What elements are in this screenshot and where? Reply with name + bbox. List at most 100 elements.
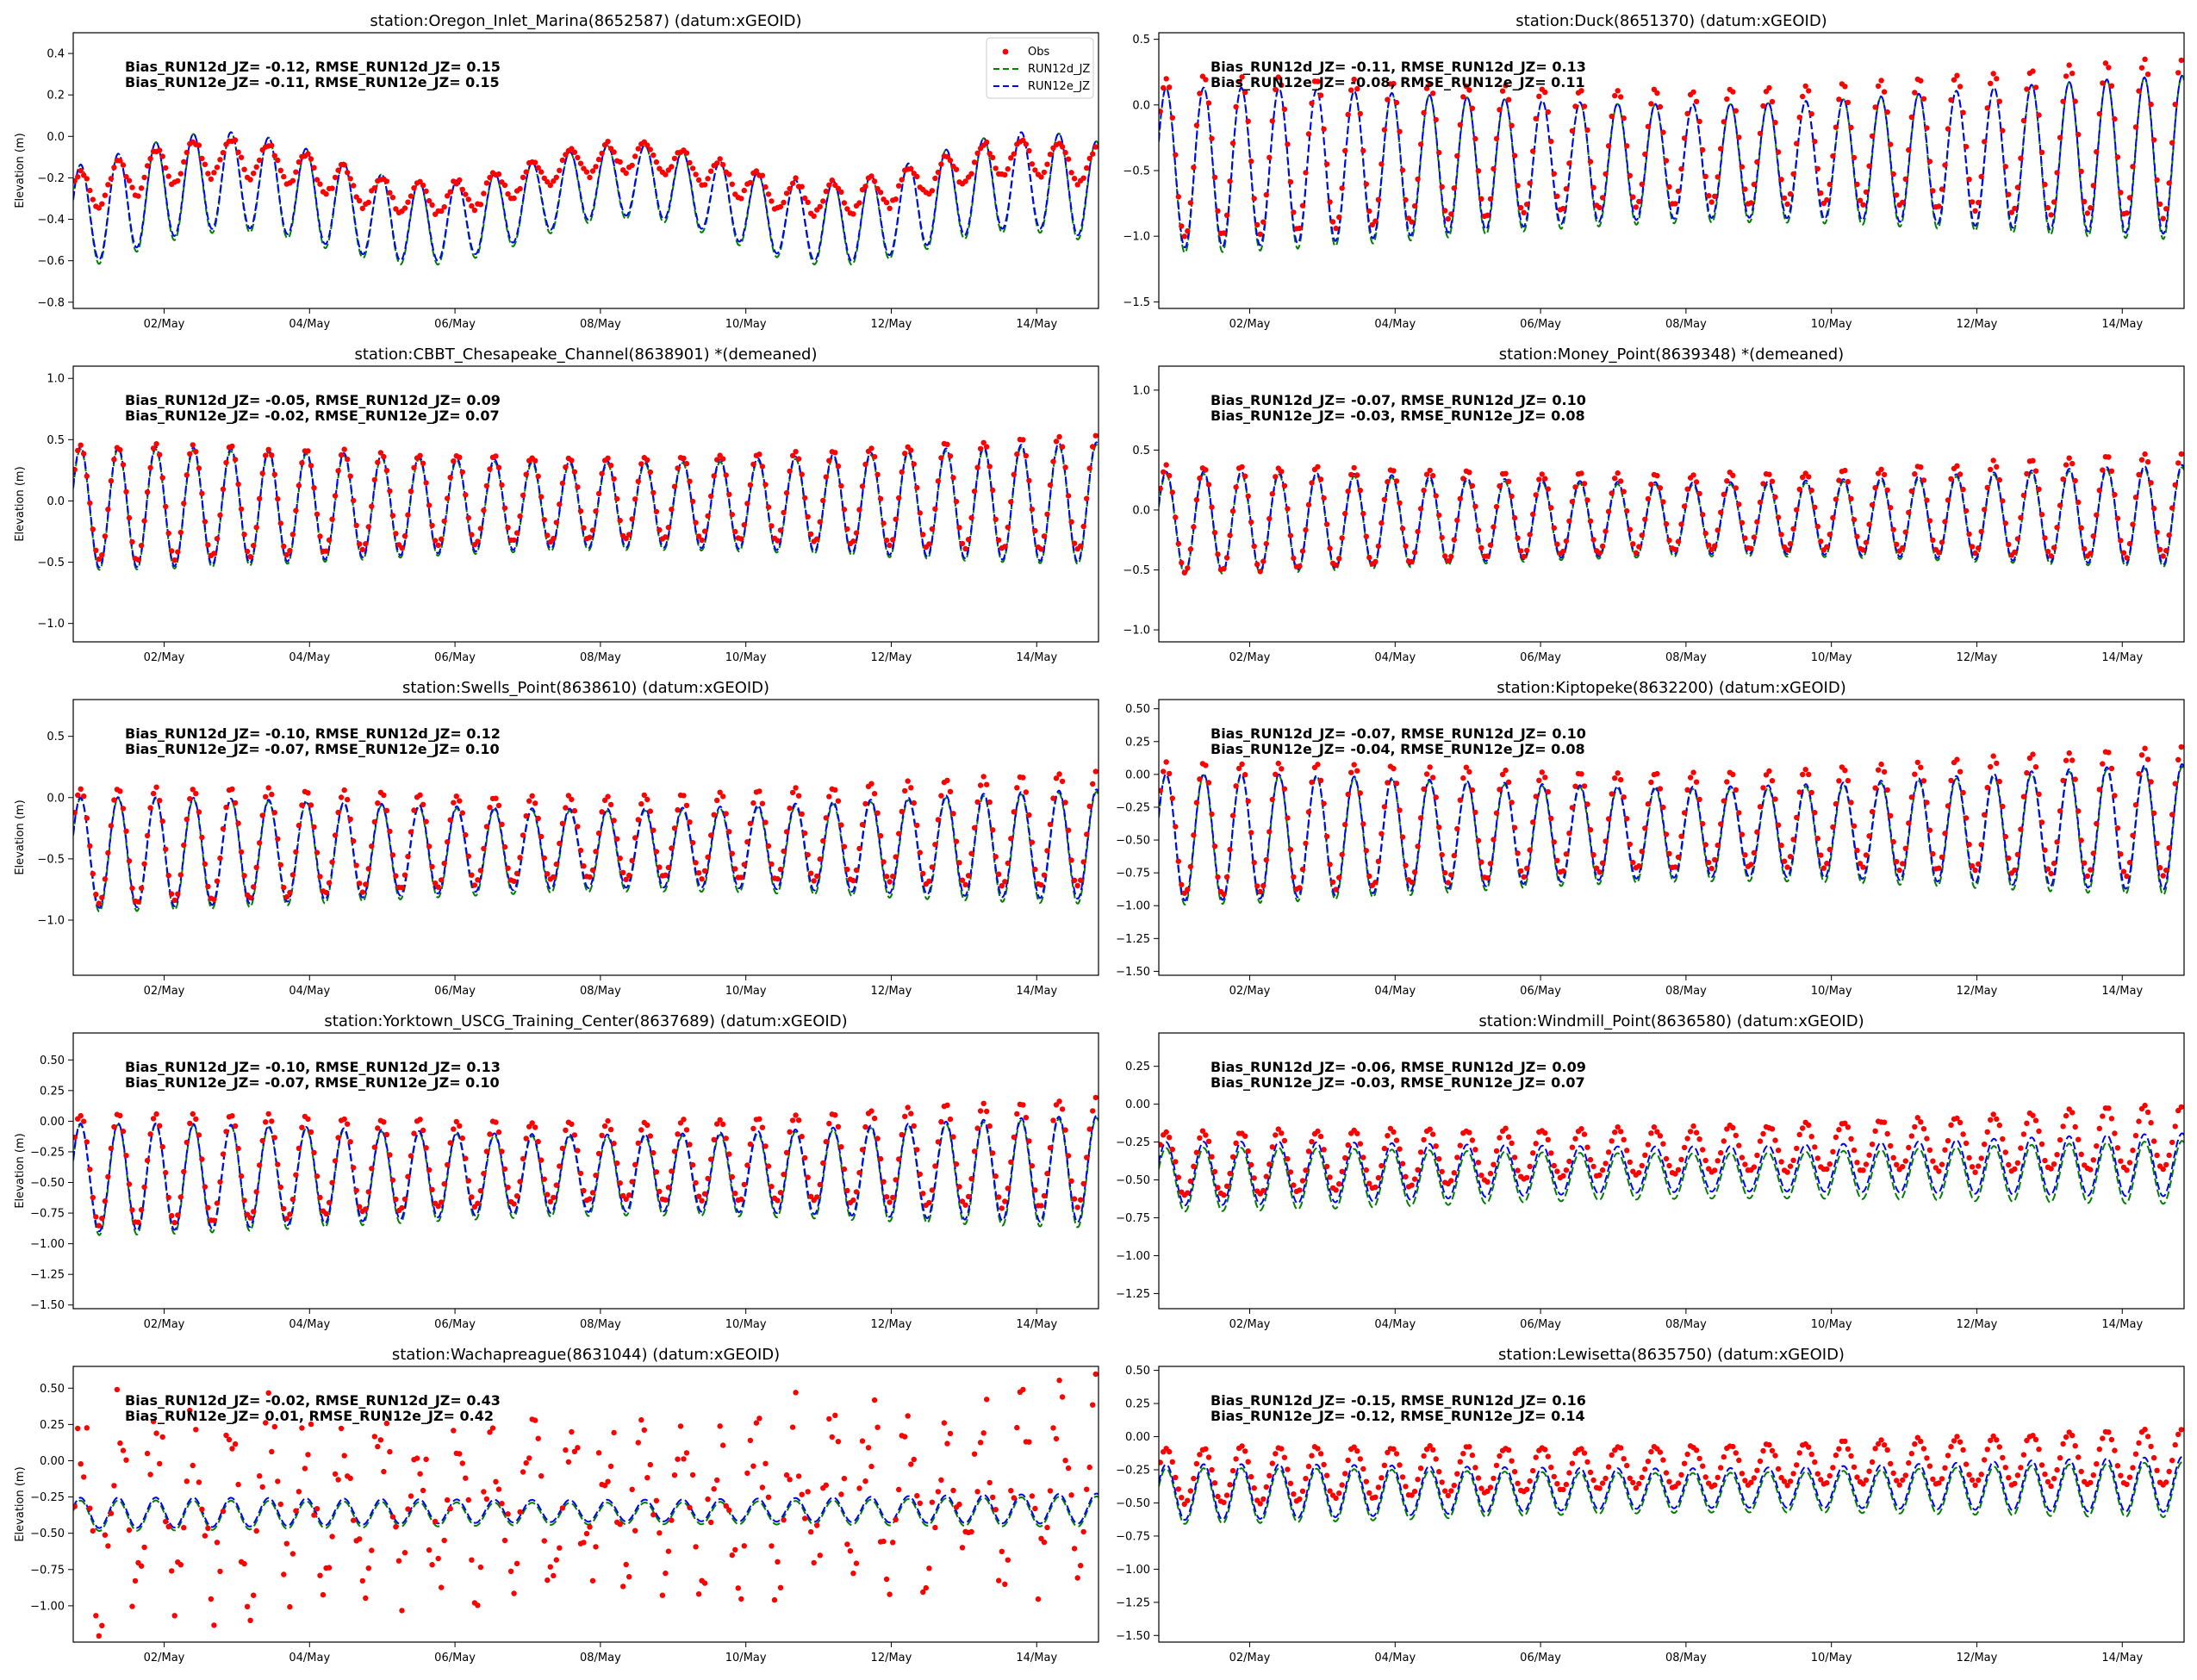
obs-point (157, 147, 163, 153)
obs-point (513, 530, 520, 536)
obs-point (126, 514, 133, 521)
obs-point (1518, 868, 1524, 874)
obs-point (1445, 1492, 1452, 1499)
obs-point (2178, 451, 2184, 457)
obs-point (893, 1177, 899, 1183)
obs-point (1684, 110, 1690, 116)
obs-point (1411, 202, 1418, 209)
y-tick-label: −1.25 (30, 1269, 65, 1282)
obs-point (789, 1117, 796, 1123)
obs-point (2054, 1466, 2060, 1473)
obs-point (1800, 1125, 1806, 1131)
obs-point (1733, 1450, 1740, 1456)
obs-point (1902, 845, 1908, 851)
obs-point (874, 1136, 881, 1142)
obs-point (853, 1560, 860, 1566)
obs-point (1503, 83, 1509, 89)
obs-point (856, 507, 862, 513)
obs-point (1442, 553, 1448, 559)
obs-point (1988, 1117, 1994, 1123)
obs-point (1460, 1451, 1466, 1457)
obs-point (1648, 1448, 1654, 1455)
obs-point (2100, 1435, 2106, 1441)
obs-point (1059, 444, 1066, 450)
obs-point (457, 177, 463, 184)
obs-point (1491, 837, 1497, 843)
obs-point (2024, 1120, 2030, 1127)
obs-point (2002, 164, 2008, 170)
obs-point (1721, 1453, 1727, 1460)
obs-point (1808, 488, 1814, 494)
obs-point (1421, 1453, 1427, 1459)
obs-point (1511, 824, 1518, 831)
obs-point (138, 885, 145, 892)
obs-point (257, 157, 263, 164)
obs-point (2108, 765, 2115, 772)
obs-point (1059, 778, 1066, 785)
obs-point (433, 1518, 439, 1525)
obs-point (2132, 1451, 2139, 1457)
obs-point (941, 1420, 948, 1426)
obs-point (723, 811, 729, 817)
obs-point (447, 1505, 453, 1512)
obs-point (557, 840, 563, 847)
obs-point (2054, 839, 2060, 845)
obs-point (417, 178, 423, 184)
obs-point (123, 828, 129, 834)
subplot-title: station:Swells_Point(8638610) (datum:xGE… (402, 679, 769, 697)
obs-point (102, 192, 109, 198)
obs-point (1451, 1170, 1458, 1176)
obs-point (2045, 866, 2051, 872)
obs-point (559, 1505, 566, 1511)
obs-point (347, 1139, 353, 1145)
obs-point (1657, 1449, 1664, 1455)
obs-point (405, 512, 411, 518)
obs-point (1203, 467, 1209, 473)
obs-point (1772, 796, 1778, 802)
obs-point (1700, 820, 1706, 827)
obs-point (1191, 165, 1197, 171)
obs-point (177, 529, 184, 536)
obs-point (181, 159, 187, 165)
obs-point (1393, 1137, 1400, 1143)
obs-point (520, 1469, 526, 1475)
y-tick-label: 0.00 (40, 1116, 65, 1129)
obs-point (1812, 1144, 1818, 1150)
obs-point (2012, 205, 2018, 212)
obs-point (2126, 1160, 2133, 1166)
obs-point (996, 1194, 1002, 1200)
obs-point (247, 894, 253, 901)
obs-point (1372, 1184, 1379, 1191)
obs-point (1920, 1446, 1927, 1452)
obs-point (541, 855, 547, 862)
obs-point (1451, 852, 1458, 859)
obs-point (920, 532, 926, 538)
obs-point (1866, 521, 1872, 527)
obs-point (750, 1463, 756, 1469)
obs-point (447, 475, 453, 481)
obs-point (832, 1412, 838, 1419)
obs-point (1794, 814, 1800, 821)
obs-point (238, 1173, 245, 1179)
obs-point (1684, 1451, 1690, 1458)
obs-point (695, 1193, 702, 1199)
obs-point (193, 790, 199, 797)
obs-point (1624, 143, 1630, 149)
obs-point (641, 1427, 647, 1434)
obs-point (1366, 1180, 1372, 1186)
obs-point (1173, 1159, 1179, 1165)
x-tick-label: 12/May (1957, 1652, 1998, 1664)
obs-point (1700, 512, 1706, 518)
obs-point (405, 1173, 411, 1179)
y-tick-label: −0.50 (30, 1177, 65, 1190)
obs-point (2088, 1479, 2094, 1486)
obs-point (1769, 98, 1776, 105)
obs-point (1044, 848, 1050, 854)
obs-point (73, 1503, 78, 1509)
obs-point (1545, 1136, 1552, 1143)
obs-point (817, 519, 823, 525)
obs-point (439, 1199, 445, 1205)
obs-point (847, 1548, 854, 1554)
x-tick-label: 14/May (1016, 651, 1057, 664)
obs-point (235, 481, 241, 488)
